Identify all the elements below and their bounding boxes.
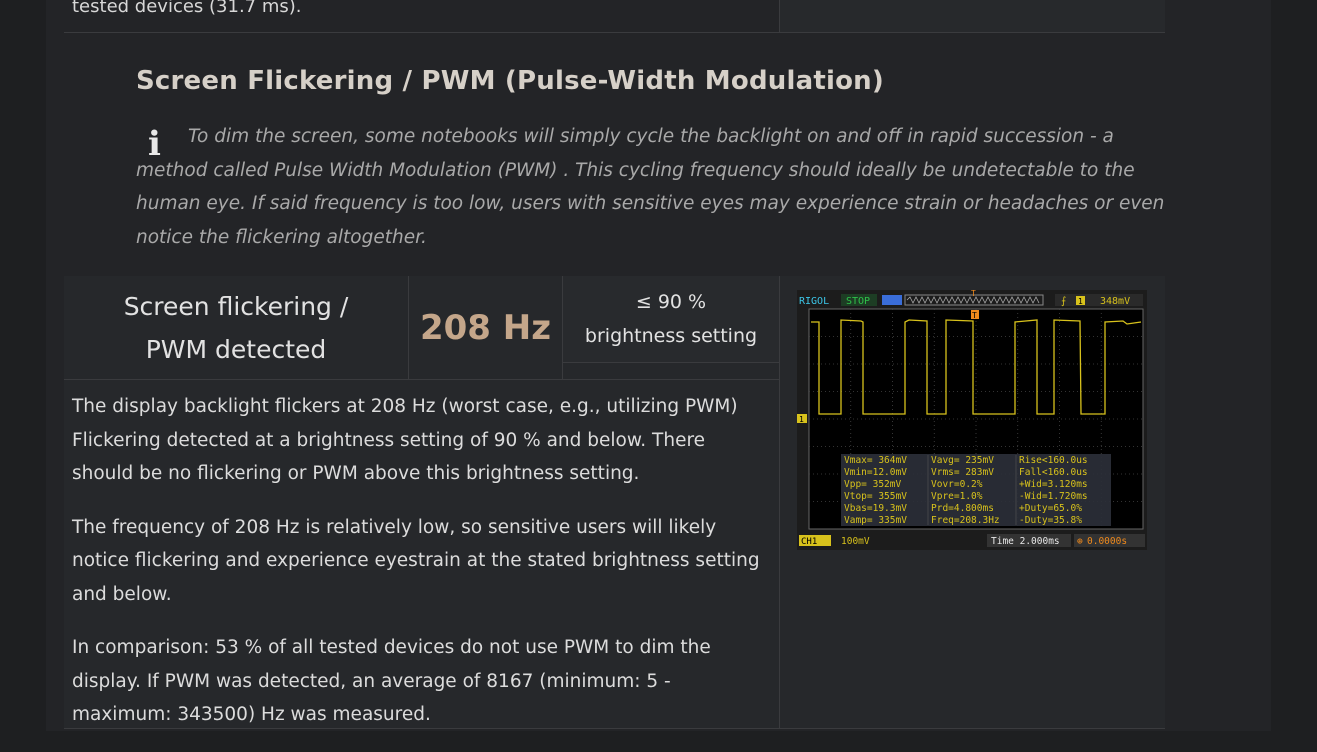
trigger-marker: T (972, 311, 977, 320)
description-line: The display backlight flickers at 208 Hz… (72, 396, 738, 417)
measurement-cell: Freq=208.3Hz (931, 515, 1000, 526)
description-paragraph: In comparison: 53 % of all tested device… (72, 637, 711, 725)
previous-row-text: tested devices (31.7 ms). (72, 0, 302, 17)
description-line: Flickering detected at a brightness sett… (72, 429, 706, 485)
channel-1-marker: 1 (799, 415, 804, 424)
trigger-level: 348mV (1100, 296, 1130, 307)
measurement-cell: +Wid=3.120ms (1019, 479, 1088, 490)
measurement-cell: -Wid=1.720ms (1019, 491, 1088, 502)
pwm-frequency-value: 208 Hz (409, 276, 563, 379)
trigger-offset: 0.0000s (1087, 536, 1127, 547)
description-paragraph: The frequency of 208 Hz is relatively lo… (72, 516, 760, 605)
info-text: To dim the screen, some notebooks will s… (136, 126, 1165, 248)
measurement-cell: -Duty=35.8% (1019, 515, 1082, 526)
oscilloscope-image: RIGOL STOP T ⨍ 1 348mV (797, 289, 1147, 550)
channel-1-label: CH1 (801, 537, 817, 547)
brightness-setting: ≤ 90 % brightness setting (563, 276, 779, 363)
waveform-trace (811, 319, 1142, 415)
timebase-label: Time 2.000ms (991, 536, 1060, 547)
section-title: Screen Flickering / PWM (Pulse-Width Mod… (136, 66, 884, 96)
measurement-cell: Vrms= 283mV (931, 467, 994, 478)
measurement-cell: Vavg= 235mV (931, 455, 994, 466)
memory-depth-bar (904, 294, 1044, 306)
row-divider (64, 379, 779, 380)
measurement-cell: Prd=4.800ms (931, 503, 994, 514)
measurement-cell: Rise<160.0us (1019, 455, 1088, 466)
pwm-result-label: Screen flickering / PWM detected (64, 276, 409, 379)
scope-status: STOP (846, 296, 870, 307)
measurement-cell: Vpp= 352mV (844, 479, 901, 490)
measurement-cell: Vmax= 364mV (844, 455, 907, 466)
trigger-offset-icon: ⊕ (1077, 536, 1083, 547)
pwm-result-label-text: Screen flickering / PWM detected (123, 291, 349, 364)
trigger-position-marker: T (971, 290, 976, 298)
column-divider (779, 0, 780, 32)
pwm-result-block: Screen flickering / PWM detected 208 Hz … (64, 276, 1165, 729)
pwm-description: The display backlight flickers at 208 Hz… (72, 390, 772, 752)
channel-1-scale: 100mV (841, 536, 870, 547)
previous-table-row: tested devices (31.7 ms). (64, 0, 1165, 33)
info-icon: i (148, 124, 161, 164)
trigger-channel-badge: 1 (1078, 297, 1083, 306)
scope-brand: RIGOL (799, 296, 829, 307)
battery-icon (882, 295, 902, 305)
measurement-cell: Fall<160.0us (1019, 467, 1088, 478)
measurement-cell: Vpre=1.0% (931, 491, 983, 502)
measurement-cell: Vovr=0.2% (931, 479, 983, 490)
brightness-setting-text: ≤ 90 % brightness setting (584, 291, 758, 347)
previous-row-right-cell (780, 0, 1165, 32)
description-paragraph: The display backlight flickers at 208 Hz… (72, 390, 772, 491)
measurement-cell: +Duty=65.0% (1019, 503, 1082, 514)
measurement-cell: Vtop= 355mV (844, 491, 907, 502)
measurement-cell: Vmin=12.0mV (844, 467, 907, 478)
measurement-cell: Vamp= 335mV (844, 515, 907, 526)
measurement-cell: Vbas=19.3mV (844, 503, 907, 514)
measurement-table: Vmax= 364mV Vavg= 235mV Rise<160.0us Vmi… (841, 454, 1111, 526)
column-divider (779, 276, 780, 728)
oscilloscope-screenshot[interactable]: RIGOL STOP T ⨍ 1 348mV (797, 289, 1147, 550)
trigger-edge-icon: ⨍ (1061, 296, 1066, 307)
